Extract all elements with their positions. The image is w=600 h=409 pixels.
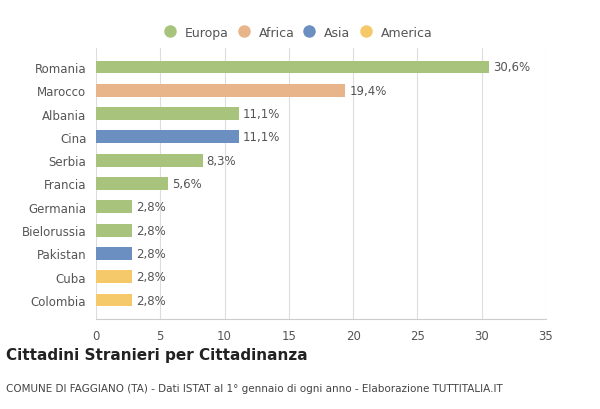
Text: Cittadini Stranieri per Cittadinanza: Cittadini Stranieri per Cittadinanza (6, 347, 308, 362)
Text: 5,6%: 5,6% (172, 178, 202, 191)
Bar (96, 247, 132, 260)
Bar (96, 85, 346, 97)
Text: 2,8%: 2,8% (136, 201, 166, 214)
Bar (96, 108, 239, 121)
Bar (96, 294, 132, 307)
Text: 8,3%: 8,3% (206, 154, 236, 167)
Text: COMUNE DI FAGGIANO (TA) - Dati ISTAT al 1° gennaio di ogni anno - Elaborazione T: COMUNE DI FAGGIANO (TA) - Dati ISTAT al … (6, 383, 503, 393)
Bar (96, 224, 132, 237)
Bar (96, 201, 132, 214)
Text: 2,8%: 2,8% (136, 247, 166, 260)
Bar (96, 154, 203, 167)
Text: 2,8%: 2,8% (136, 224, 166, 237)
Text: 30,6%: 30,6% (493, 61, 530, 74)
Bar (96, 131, 239, 144)
Bar (96, 178, 168, 191)
Text: 11,1%: 11,1% (242, 131, 280, 144)
Text: 11,1%: 11,1% (242, 108, 280, 121)
Bar (96, 271, 132, 283)
Text: 2,8%: 2,8% (136, 271, 166, 283)
Legend: Europa, Africa, Asia, America: Europa, Africa, Asia, America (161, 23, 436, 43)
Bar (96, 61, 490, 74)
Text: 19,4%: 19,4% (349, 85, 386, 97)
Text: 2,8%: 2,8% (136, 294, 166, 307)
